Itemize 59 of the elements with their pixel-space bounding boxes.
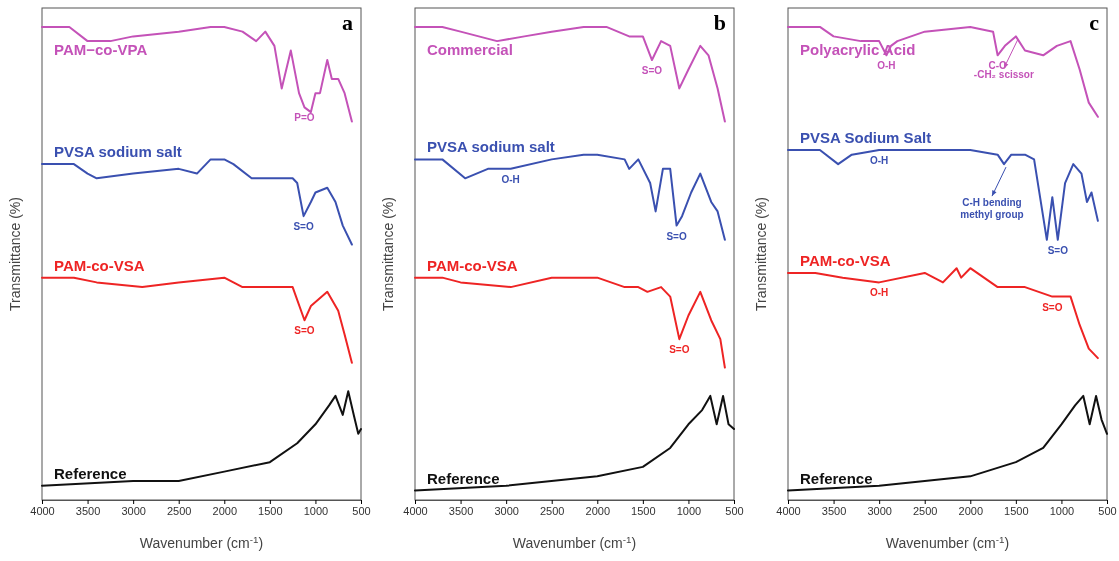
annotation: P=O: [294, 112, 315, 124]
annotation: S=O: [666, 230, 687, 242]
annotation: S=O: [669, 344, 690, 356]
x-tick-label: 500: [725, 504, 744, 517]
series-label: PAM-co-VSA: [800, 251, 891, 269]
x-tick-label: 4000: [403, 504, 428, 517]
series-label: Commercial: [427, 40, 513, 58]
x-tick-label: 2000: [958, 504, 984, 517]
series-label: PAM−co-VPA: [54, 40, 148, 58]
annotation: S=O: [1042, 301, 1063, 313]
x-tick-label: 1500: [631, 504, 656, 517]
y-axis-title: Transmittance (%): [380, 197, 396, 311]
chart-title: c: [1089, 10, 1100, 35]
x-axis-title: Wavenumber (cm$^{-1}$): [512, 533, 637, 551]
annotation: O-H: [501, 173, 520, 185]
x-tick-label: 1500: [258, 504, 283, 517]
x-tick-label: 4000: [776, 504, 801, 517]
x-tick-label: 500: [352, 504, 371, 517]
series-label: Reference: [427, 469, 500, 487]
series-label: PVSA Sodium Salt: [800, 128, 932, 146]
x-tick-label: 2500: [912, 504, 938, 517]
x-tick-label: 3500: [75, 504, 101, 517]
x-tick-label: 2000: [212, 504, 238, 517]
y-axis-title: Transmittance (%): [7, 197, 23, 311]
series-label: PVSA sodium salt: [54, 143, 182, 161]
annotation: O-H: [869, 154, 889, 166]
x-tick-label: 1500: [1004, 504, 1029, 517]
x-tick-label: 3500: [821, 504, 847, 517]
chart-title: a: [342, 10, 353, 35]
x-tick-label: 1000: [1049, 504, 1075, 517]
series-label: Reference: [800, 469, 873, 487]
x-tick-label: 500: [1098, 504, 1117, 517]
annotation: C-H bending methyl group: [960, 197, 1024, 221]
annotation: S=O: [641, 65, 663, 77]
series-label: PAM-co-VSA: [54, 256, 145, 274]
x-tick-label: 2500: [539, 504, 565, 517]
x-axis-title: Wavenumber (cm$^{-1}$): [885, 533, 1010, 551]
x-tick-label: 3000: [867, 504, 892, 517]
x-tick-label: 2000: [585, 504, 611, 517]
x-tick-label: 3000: [121, 504, 146, 517]
x-tick-label: 3000: [494, 504, 519, 517]
x-tick-label: 1000: [676, 504, 702, 517]
x-tick-label: 3500: [448, 504, 474, 517]
annotation: S=O: [294, 325, 315, 337]
x-tick-label: 2500: [166, 504, 192, 517]
x-axis-title: Wavenumber (cm$^{-1}$): [139, 533, 264, 551]
chart-title: b: [713, 10, 726, 35]
series-label: Reference: [54, 464, 127, 482]
x-tick-label: 4000: [30, 504, 55, 517]
annotation: O-H: [877, 60, 896, 72]
annotation: S=O: [293, 221, 314, 233]
annotation: S=O: [1047, 244, 1069, 256]
series-label: PVSA sodium salt: [427, 138, 555, 156]
x-tick-label: 1000: [303, 504, 329, 517]
annotation: O-H: [869, 287, 889, 299]
annotation: -CH₂ scissor: [973, 69, 1034, 81]
annotation: C-O: [988, 60, 1008, 72]
y-axis-title: Transmittance (%): [753, 197, 769, 311]
series-label: PAM-co-VSA: [427, 256, 518, 274]
